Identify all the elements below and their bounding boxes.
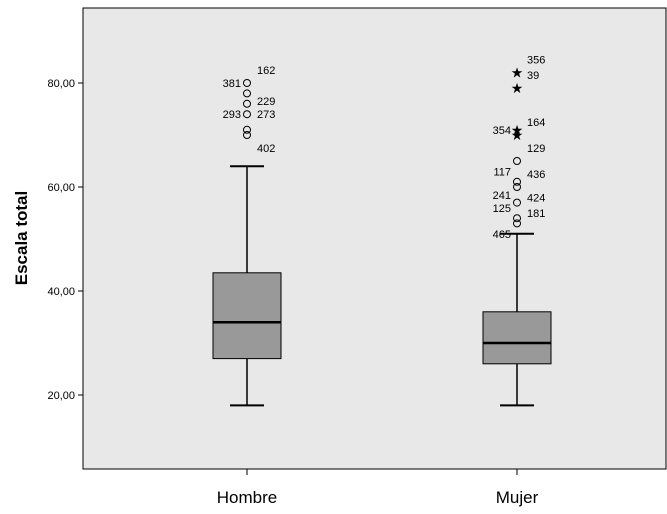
outlier-case-label: 356 xyxy=(527,55,545,67)
iqr-box xyxy=(212,272,282,360)
extreme-outlier-marker: ★ xyxy=(511,65,524,81)
outlier-marker xyxy=(513,214,521,223)
outlier-marker xyxy=(243,99,251,108)
outlier-marker xyxy=(243,110,251,119)
y-tick-label: 60,00 xyxy=(47,182,75,194)
outlier-marker xyxy=(513,183,521,191)
plot-area xyxy=(82,7,667,470)
extreme-outlier-marker: ★ xyxy=(511,127,524,143)
y-axis: 20,00 40,00 60,00 80,00 xyxy=(47,78,83,402)
outlier-case-label: 273 xyxy=(257,109,275,121)
y-tick-label: 80,00 xyxy=(47,78,75,90)
outlier-case-label: 424 xyxy=(527,192,545,204)
y-tick-label: 40,00 xyxy=(47,286,75,298)
outlier-marker xyxy=(513,157,521,165)
outlier-case-label: 465 xyxy=(493,229,511,241)
outlier-case-label: 117 xyxy=(493,166,511,178)
outlier-case-label: 229 xyxy=(257,96,275,108)
outlier-case-label: 293 xyxy=(223,109,241,121)
outlier-case-label: 39 xyxy=(527,70,539,82)
outlier-marker xyxy=(243,131,251,139)
outlier-marker xyxy=(513,219,521,228)
outlier-case-label: 129 xyxy=(527,143,545,155)
outlier-case-label: 181 xyxy=(527,208,545,220)
x-axis: Hombre Mujer xyxy=(217,469,539,507)
extreme-outlier-marker: ★ xyxy=(511,80,524,96)
outlier-marker xyxy=(513,177,521,186)
outlier-case-label: 354 xyxy=(493,125,511,137)
outlier-case-label: 164 xyxy=(527,117,545,129)
outlier-case-label: 381 xyxy=(223,78,241,90)
x-category-label: Hombre xyxy=(217,488,277,507)
outlier-marker xyxy=(243,89,251,98)
outlier-case-label: 436 xyxy=(527,169,545,181)
outlier-case-label: 241 xyxy=(493,190,511,202)
outlier-marker xyxy=(513,198,521,207)
outlier-marker xyxy=(243,125,251,134)
box-group-hombre: 162 381 229 293 273 402 xyxy=(212,65,282,407)
outlier-marker xyxy=(243,79,251,87)
outlier-case-label: 162 xyxy=(257,65,275,77)
outlier-case-label: 402 xyxy=(257,143,275,155)
outlier-case-label: 125 xyxy=(493,203,511,215)
x-category-label: Mujer xyxy=(496,488,539,507)
y-axis-title: Escala total xyxy=(12,191,31,286)
iqr-box xyxy=(482,311,552,365)
y-tick-label: 20,00 xyxy=(47,390,75,402)
extreme-outlier-marker: ★ xyxy=(511,122,524,138)
